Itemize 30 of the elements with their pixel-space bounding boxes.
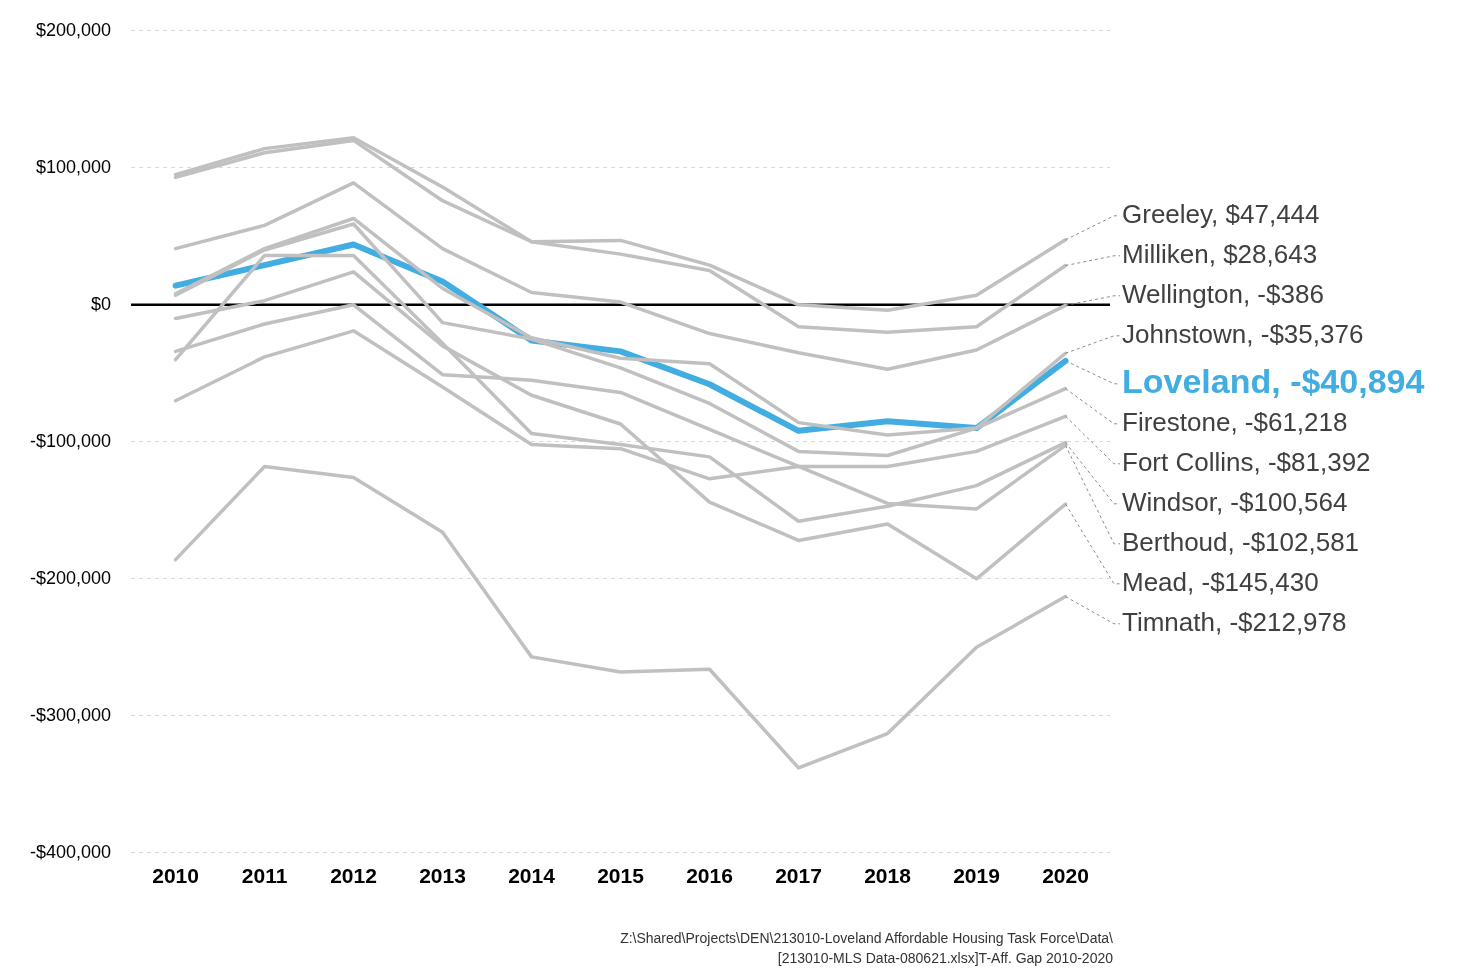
x-tick-label: 2011 <box>241 864 288 888</box>
y-tick-label: $0 <box>91 293 112 314</box>
x-tick-label: 2010 <box>152 864 199 888</box>
y-tick-label: $200,000 <box>35 19 112 40</box>
data-label: Greeley, $47,444 <box>1122 198 1320 229</box>
x-tick-label: 2020 <box>1042 864 1089 888</box>
x-tick-label: 2018 <box>864 864 912 888</box>
text: Z:\Shared\Projects\DEN\213010-Loveland Affordable Housing Task Force\Data\[213010-MLS Data-080621.xlsx]T-Aff. Gap 2010-2020 <box>619 929 1113 968</box>
x-tick-label: 2014 <box>508 864 556 888</box>
x-tick-label: 2012 <box>330 864 377 888</box>
data-label: Johnstown, -$35,376 <box>1122 318 1364 349</box>
data-label: Fort Collins, -$81,392 <box>1122 446 1371 477</box>
data-label: Windsor, -$100,564 <box>1122 486 1348 517</box>
x-tick-label: 2017 <box>775 864 822 888</box>
x-tick-label: 2015 <box>597 864 645 888</box>
data-label: Mead, -$145,430 <box>1122 566 1319 597</box>
x-tick-label: 2016 <box>686 864 733 888</box>
x-tick-label: 2013 <box>419 864 466 888</box>
y-tick-label: -$300,000 <box>29 704 112 725</box>
data-label: Milliken, $28,643 <box>1122 238 1318 269</box>
x-tick-label: 2019 <box>953 864 1000 888</box>
data-label: Firestone, -$61,218 <box>1122 406 1348 437</box>
y-tick-label: -$100,000 <box>29 430 112 451</box>
y-tick-label: -$400,000 <box>29 841 112 862</box>
y-tick-label: $100,000 <box>35 156 112 177</box>
y-tick-label: -$200,000 <box>29 567 112 588</box>
data-label: Wellington, -$386 <box>1122 278 1324 309</box>
data-label: Timnath, -$212,978 <box>1122 606 1347 637</box>
data-label: Berthoud, -$102,581 <box>1122 526 1360 557</box>
data-label: Loveland, -$40,894 <box>1122 362 1425 401</box>
